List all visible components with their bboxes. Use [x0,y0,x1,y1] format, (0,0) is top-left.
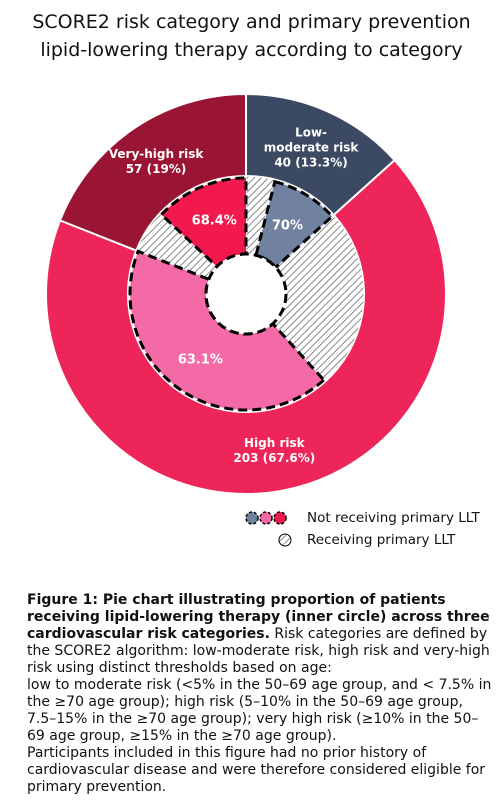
value-label: 57 (19%) [125,161,187,176]
inner-label: 63.1% [177,352,223,368]
legend-swatch [245,511,259,525]
legend-label: Not receiving primary LLT [307,510,480,526]
category-label: High risk [244,436,305,451]
category-label: Very-high risk [108,146,204,161]
value-label: 40 (13.3%) [274,155,348,170]
legend-swatch [273,511,287,525]
outer-slice [58,92,247,252]
slice-label: High risk 203 (67.6%) [227,436,322,466]
chart [45,92,447,547]
chart-title: SCORE2 risk category and primary prevent… [32,11,471,61]
value-label: 203 (67.6%) [233,451,316,466]
caption-body: Risk categories are defined by the SCORE… [27,626,490,676]
inner-label: 68.4% [191,213,237,229]
legend-label: Receiving primary LLT [307,532,456,548]
legend-swatch [259,511,273,525]
caption-text: Figure 1: Pie chart illustrating proport… [27,592,495,677]
inner-not-receiving [159,176,248,269]
caption-bold: Figure 1: Pie chart illustrating proport… [27,592,490,642]
legend-swatch [278,533,292,547]
category-label: Low-moderate risk [263,125,359,155]
caption: Figure 1: Pie chart illustrating proport… [27,592,495,796]
slice-label: Low-moderate risk 40 (13.3%) [264,125,359,170]
caption-paragraph: Participants included in this figure had… [27,745,486,795]
caption-paragraph: low to moderate risk (<5% in the 50–69 a… [27,677,492,744]
inner-label: 70% [271,218,303,234]
hole [204,252,288,336]
slice-label: Very-high risk 57 (19%) [109,147,204,177]
